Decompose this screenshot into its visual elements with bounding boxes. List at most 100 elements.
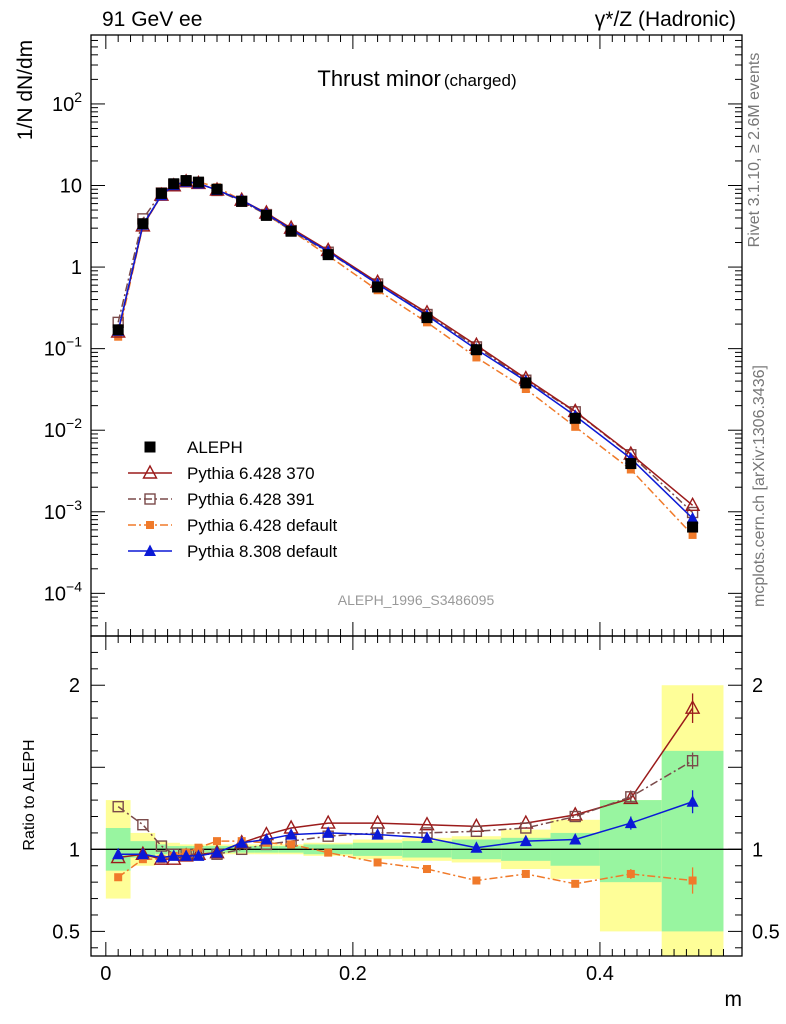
x-tick-label: 0 bbox=[100, 963, 111, 985]
ratio-point-pythia-6-428-391 bbox=[686, 755, 699, 767]
data-point-pythia-6-428-default bbox=[571, 422, 580, 431]
ratio-point-pythia-8-308-default bbox=[569, 832, 582, 845]
y-tick-base: 10 bbox=[44, 502, 66, 524]
plot-title-suffix: (charged) bbox=[444, 71, 517, 90]
data-point-aleph bbox=[168, 178, 180, 190]
stat-uncertainty-band bbox=[661, 750, 724, 932]
ratio-point-pythia-8-308-default bbox=[470, 841, 483, 853]
ratio-y-tick-label-right: 0.5 bbox=[752, 921, 780, 943]
ratio-point-pythia-8-308-default bbox=[519, 834, 532, 847]
x-tick-label: 0.2 bbox=[339, 963, 367, 985]
data-point-aleph bbox=[687, 521, 699, 533]
legend-entry-pythia-6-428-default: Pythia 6.428 default bbox=[187, 516, 338, 535]
data-point-pythia-6-428-default bbox=[472, 353, 481, 362]
series-line-pythia-6-428-391 bbox=[117, 180, 694, 514]
ratio-y-tick-label-left: 0.5 bbox=[52, 921, 80, 943]
ratio-plot-frame bbox=[90, 635, 743, 957]
ratio-y-tick-label-right: 1 bbox=[752, 839, 763, 861]
data-point-aleph bbox=[112, 324, 124, 336]
ratio-point-pythia-8-308-default bbox=[624, 816, 637, 829]
y-tick-label: 1 bbox=[71, 257, 82, 279]
data-point-aleph bbox=[421, 312, 433, 324]
x-axis-label: m bbox=[725, 988, 743, 1011]
data-point-aleph bbox=[236, 195, 248, 207]
ratio-point-pythia-8-308-default bbox=[155, 851, 168, 863]
legend-entry-pythia-6-428-370: Pythia 6.428 370 bbox=[187, 464, 315, 483]
y-tick-exponent: −2 bbox=[66, 415, 82, 431]
ratio-point-pythia-8-308-default bbox=[686, 795, 699, 807]
ratio-point-pythia-6-428-default bbox=[213, 837, 221, 846]
data-point-pythia-6-428-370 bbox=[684, 496, 701, 512]
ratio-y-tick-label-left: 1 bbox=[69, 839, 80, 861]
ratio-point-pythia-8-308-default bbox=[322, 826, 335, 838]
y-tick-base: 10 bbox=[52, 94, 74, 116]
ratio-point-pythia-6-428-370 bbox=[419, 816, 435, 831]
ratio-point-pythia-6-428-391 bbox=[569, 810, 581, 823]
ratio-point-pythia-6-428-370 bbox=[567, 806, 583, 821]
ratio-point-pythia-6-428-391 bbox=[520, 822, 532, 834]
plot-title: Thrust minor (charged) bbox=[317, 66, 516, 91]
ratio-point-pythia-8-308-default bbox=[260, 832, 273, 845]
analysis-label: ALEPH_1996_S3486095 bbox=[338, 592, 495, 608]
data-point-pythia-6-428-default bbox=[626, 465, 635, 474]
ratio-point-pythia-8-308-default bbox=[136, 847, 149, 860]
data-point-aleph bbox=[322, 249, 334, 261]
ratio-point-pythia-8-308-default bbox=[235, 836, 248, 848]
data-point-aleph bbox=[569, 412, 581, 424]
data-point-aleph bbox=[137, 218, 149, 230]
ratio-y-tick-label-left: 2 bbox=[69, 675, 80, 697]
ratio-point-pythia-6-428-default bbox=[287, 840, 296, 849]
y-tick-base: 10 bbox=[44, 420, 66, 442]
legend-entry-pythia-6-428-391: Pythia 6.428 391 bbox=[187, 490, 315, 509]
ratio-point-pythia-6-428-370 bbox=[320, 814, 336, 829]
legend-marker-pythia-8-308-default bbox=[144, 544, 156, 556]
ratio-point-pythia-8-308-default bbox=[180, 849, 193, 861]
ratio-point-pythia-8-308-default bbox=[371, 828, 384, 840]
ratio-point-pythia-8-308-default bbox=[421, 831, 433, 843]
ratio-point-pythia-6-428-default bbox=[194, 843, 203, 852]
y-tick-base: 1 bbox=[71, 257, 82, 279]
legend-entry-aleph: ALEPH bbox=[187, 438, 243, 457]
legend-entry-pythia-8-308-default: Pythia 8.308 default bbox=[187, 542, 338, 561]
data-point-pythia-8-308-default bbox=[686, 511, 699, 524]
y-tick-exponent: −3 bbox=[66, 497, 82, 513]
ratio-point-pythia-8-308-default bbox=[112, 847, 125, 860]
header-left-label: 91 GeV ee bbox=[102, 8, 203, 31]
ratio-point-pythia-6-428-391 bbox=[625, 791, 637, 803]
x-tick-label: 0.4 bbox=[586, 963, 614, 985]
y-tick-label: 10−4 bbox=[44, 578, 82, 605]
ratio-point-pythia-8-308-default bbox=[211, 846, 223, 858]
y-tick-exponent: −1 bbox=[66, 334, 82, 350]
data-point-aleph bbox=[372, 281, 384, 293]
ratio-y-tick-label-right: 2 bbox=[752, 675, 763, 697]
ratio-point-pythia-6-428-370 bbox=[468, 817, 485, 833]
ratio-point-pythia-6-428-391 bbox=[470, 825, 483, 837]
y-tick-label: 10−1 bbox=[44, 334, 82, 361]
ratio-point-pythia-6-428-391 bbox=[137, 819, 149, 831]
ratio-point-pythia-6-428-default bbox=[373, 858, 382, 867]
legend-marker-pythia-6-428-default bbox=[146, 521, 154, 529]
ratio-point-pythia-8-308-default bbox=[192, 849, 205, 861]
plot-title-main: Thrust minor bbox=[317, 66, 440, 91]
ratio-point-pythia-6-428-391 bbox=[112, 800, 124, 813]
ratio-point-pythia-6-428-default bbox=[571, 879, 580, 888]
data-point-pythia-6-428-default bbox=[521, 385, 530, 394]
ratio-point-pythia-6-428-default bbox=[423, 865, 431, 874]
ratio-point-pythia-6-428-370 bbox=[684, 699, 701, 714]
y-tick-base: 10 bbox=[60, 176, 82, 198]
data-point-aleph bbox=[192, 176, 204, 188]
data-point-aleph bbox=[285, 225, 297, 237]
data-point-aleph bbox=[260, 209, 272, 221]
ratio-point-pythia-6-428-default bbox=[521, 869, 530, 878]
y-tick-exponent: −4 bbox=[66, 578, 82, 594]
y-tick-label: 102 bbox=[52, 89, 82, 116]
y-tick-label: 10−2 bbox=[44, 415, 82, 442]
header-right-label: γ*/Z (Hadronic) bbox=[594, 8, 736, 31]
ratio-point-pythia-8-308-default bbox=[167, 849, 180, 861]
ratio-point-pythia-6-428-370 bbox=[369, 814, 386, 829]
y-tick-exponent: 2 bbox=[74, 89, 82, 105]
data-point-aleph bbox=[155, 187, 167, 199]
ratio-point-pythia-8-308-default bbox=[285, 828, 298, 840]
stat-uncertainty-band bbox=[599, 800, 662, 883]
